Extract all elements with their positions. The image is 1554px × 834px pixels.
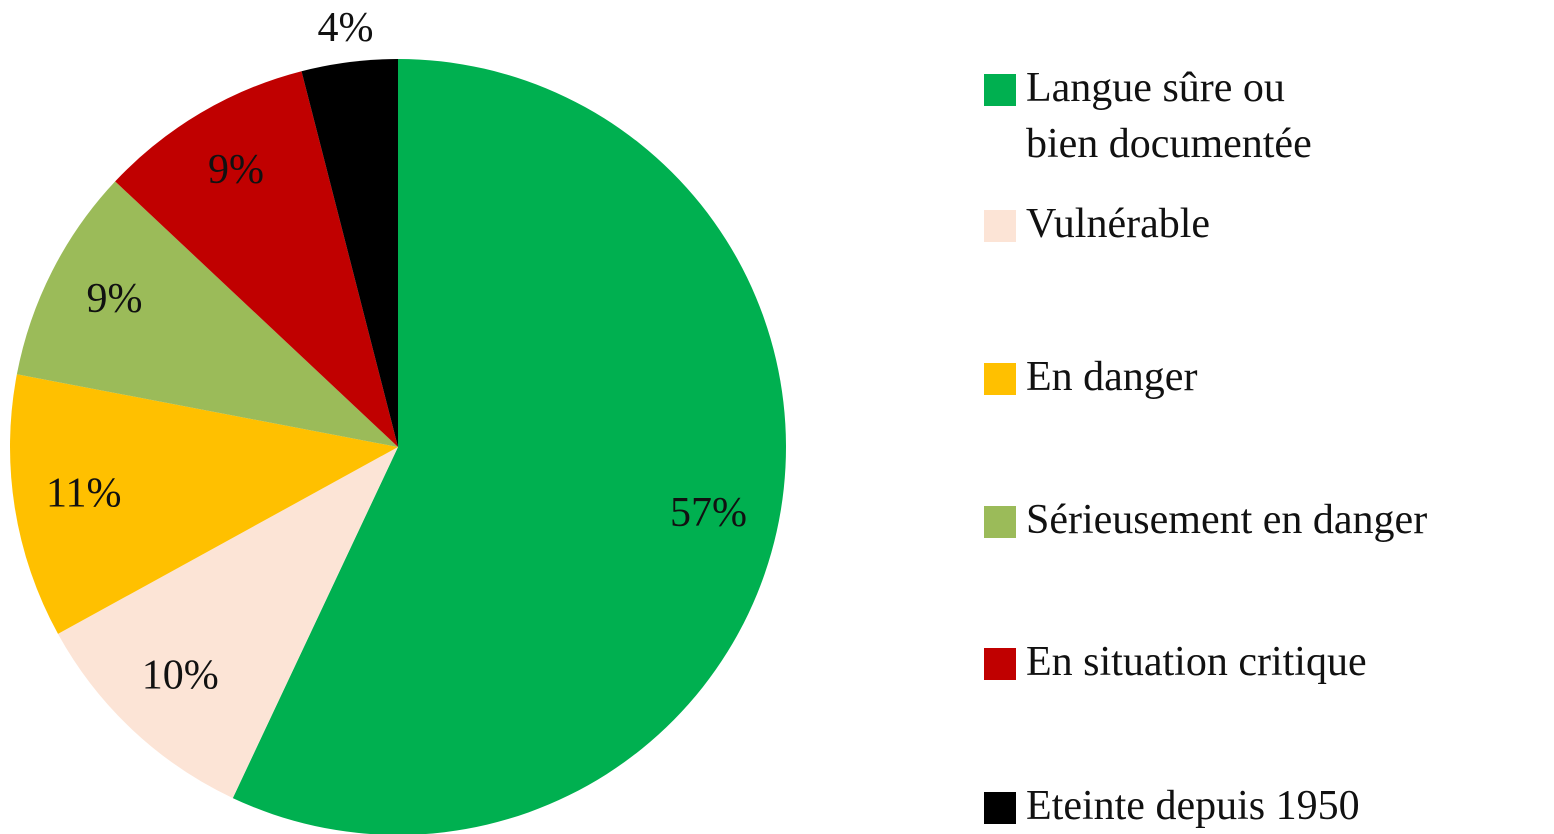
legend-item: En situation critique [984,634,1544,690]
pie-slice [115,71,399,448]
legend-label: En situation critique [1026,639,1367,685]
data-label: 57% [670,490,747,536]
data-label: 10% [142,653,219,699]
legend-item: Langue sûre ou bien documentée [984,60,1544,172]
pie-slice [232,59,786,834]
pie-slice [57,447,398,799]
data-label: 9% [87,276,143,322]
legend-item: Eteinte depuis 1950 [984,778,1544,834]
legend-swatch [984,506,1016,538]
legend-item: Sérieusement en danger [984,492,1544,548]
legend-label: Vulnérable [1026,201,1211,247]
legend-label: En danger [1026,354,1198,400]
legend-label: Langue sûre ou bien documentée [1026,65,1312,167]
legend-label: Eteinte depuis 1950 [1026,783,1360,829]
legend-swatch [984,792,1016,824]
legend-swatch [984,363,1016,395]
pie-slice [301,59,398,447]
pie-slice [9,374,398,634]
data-label: 4% [317,5,373,51]
legend-item: En danger [984,349,1544,405]
legend-item: Vulnérable [984,196,1544,252]
pie-slice [16,181,398,447]
legend-swatch [984,648,1016,680]
data-label: 9% [208,147,264,193]
legend-swatch [984,210,1016,242]
data-label: 11% [46,470,121,516]
legend-label: Sérieusement en danger [1026,497,1428,543]
legend-swatch [984,74,1016,106]
